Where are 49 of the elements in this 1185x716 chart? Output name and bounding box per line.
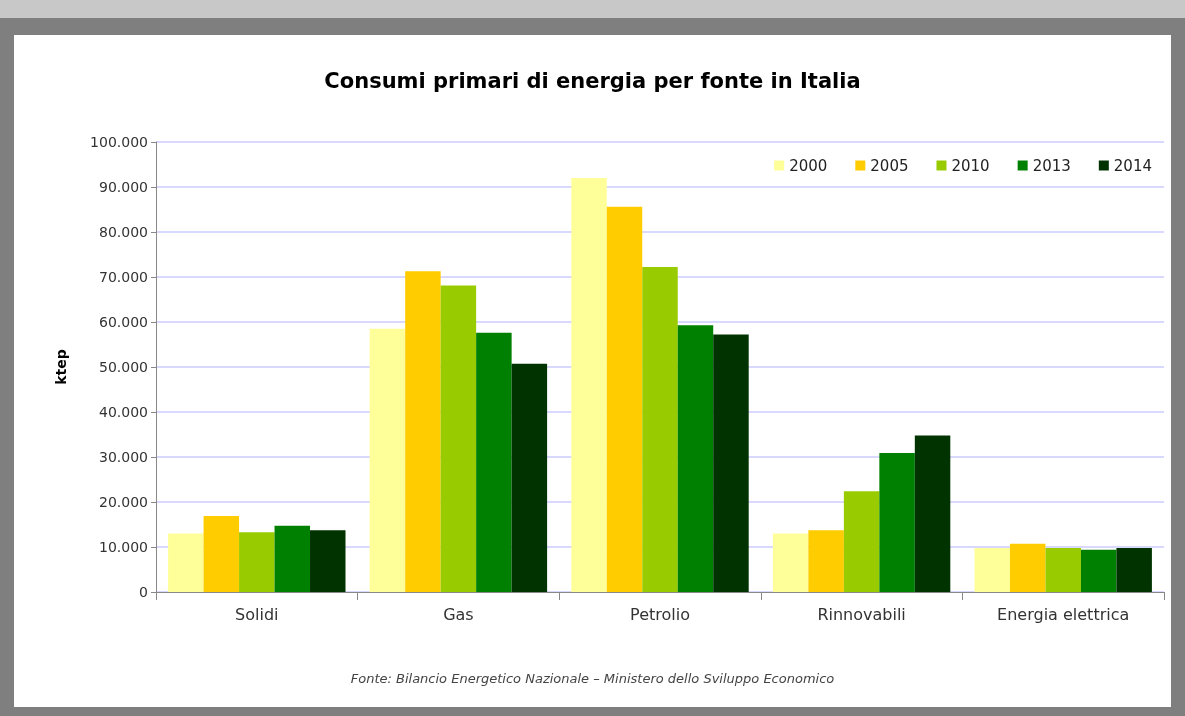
- bar: [879, 452, 915, 592]
- y-tick-label: 80.000: [99, 224, 148, 240]
- y-axis-title: ktep: [53, 349, 69, 385]
- y-tick-label: 40.000: [99, 404, 148, 420]
- bar: [1080, 549, 1117, 592]
- y-tick-label: 20.000: [99, 494, 148, 510]
- x-tick-label: Gas: [443, 604, 474, 624]
- legend-label: 2005: [870, 156, 909, 175]
- bar: [511, 363, 548, 592]
- bar: [440, 285, 477, 592]
- bar: [772, 533, 809, 592]
- bar: [677, 325, 714, 592]
- y-tick-label: 70.000: [99, 269, 148, 285]
- legend-label: 2010: [951, 156, 990, 175]
- legend-label: 2000: [789, 156, 828, 175]
- bar: [405, 271, 441, 592]
- bar: [571, 178, 607, 592]
- y-tick-label: 90.000: [99, 179, 148, 195]
- bar: [203, 515, 240, 592]
- bar: [369, 328, 406, 592]
- bar: [1045, 547, 1081, 592]
- bar: [642, 267, 678, 592]
- bar: [606, 206, 643, 592]
- x-tick-label: Rinnovabili: [817, 604, 906, 624]
- y-tick-label: 100.000: [90, 134, 148, 150]
- y-tick-label: 50.000: [99, 359, 148, 375]
- x-tick-label: Solidi: [235, 604, 279, 624]
- bar: [476, 332, 512, 592]
- legend-label: 2014: [1113, 156, 1153, 175]
- y-tick-label: 60.000: [99, 314, 148, 330]
- y-tick-label: 30.000: [99, 449, 148, 465]
- y-tick-label: 10.000: [99, 539, 148, 555]
- bar: [168, 533, 204, 592]
- bar: [713, 334, 749, 592]
- bar: [808, 530, 844, 592]
- bar: [239, 532, 275, 592]
- bar: [843, 491, 880, 592]
- x-tick-label: Energia elettrica: [997, 604, 1130, 624]
- bar: [1009, 543, 1046, 592]
- y-tick-label: 0: [139, 584, 148, 600]
- chart-title: Consumi primari di energia per fonte in Italia: [324, 68, 861, 93]
- bar: [914, 435, 951, 592]
- source-note: Fonte: Bilancio Energetico Nazionale – Ministero dello Sviluppo Economico: [350, 671, 835, 686]
- bar: [310, 530, 346, 592]
- x-tick-label: Petrolio: [630, 604, 690, 624]
- bar: [1116, 547, 1152, 592]
- legend-label: 2013: [1032, 156, 1071, 175]
- bar: [274, 525, 311, 592]
- bar: [974, 547, 1010, 592]
